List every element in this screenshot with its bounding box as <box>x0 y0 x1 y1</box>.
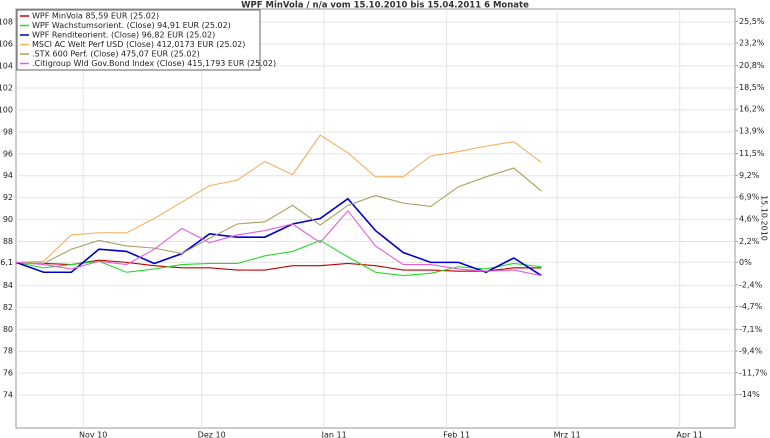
y2-tick-label: 4,6% <box>739 214 760 223</box>
x-tick-label: Dez 10 <box>198 431 226 438</box>
y2-tick-label: -9,4% <box>739 347 763 356</box>
y2-tick-label: -7,1% <box>739 325 763 334</box>
x-tick-label: Feb 11 <box>443 431 470 438</box>
y2-tick-label: 11,5% <box>739 149 765 158</box>
y-tick-label: 108 <box>0 18 13 27</box>
y2-tick-label: 23,2% <box>739 39 765 48</box>
y2-tick-label: -14% <box>739 390 760 399</box>
legend-label: MSCI AC Welt Perf USD (Close) 412,0173 E… <box>32 40 245 49</box>
y-tick-label: 106 <box>0 40 13 49</box>
legend-label: .STX 600 Perf. (Close) 475,07 EUR (25.02… <box>32 50 200 59</box>
y2-tick-label: 6,9% <box>739 193 760 202</box>
x-tick-label: Apr 11 <box>676 431 703 438</box>
legend-label: WPF MinVola 85,59 EUR (25.02) <box>32 12 159 21</box>
legend-label: .Citigroup Wld Gov.Bond Index (Close) 41… <box>32 59 276 68</box>
legend-label: WPF Wachstumsorient. (Close) 94,91 EUR (… <box>32 21 231 30</box>
y-tick-label: 104 <box>0 62 13 71</box>
y-tick-label: 102 <box>0 83 13 92</box>
y-tick-label: 74 <box>3 391 13 400</box>
y2-tick-label: 13,9% <box>739 126 765 135</box>
plot-area <box>15 8 736 429</box>
y2-tick-label: -2,4% <box>739 280 763 289</box>
y2-axis-label: 15.10.2010 <box>760 195 769 241</box>
series-line <box>15 134 542 263</box>
y-tick-label: 76 <box>3 369 13 378</box>
series-line <box>15 259 542 272</box>
y-tick-label: 98 <box>3 127 13 136</box>
y-tick-label: 82 <box>3 303 13 312</box>
y2-tick-label: 2,2% <box>739 237 760 246</box>
legend-label: WPF Renditeorient. (Close) 96,82 EUR (25… <box>32 31 215 40</box>
series-line <box>15 209 542 277</box>
x-tick-label: Nov 10 <box>79 431 107 438</box>
y2-tick-label: 0% <box>739 258 752 267</box>
y-tick-label: 86,1 <box>0 258 13 267</box>
y-tick-label: 92 <box>3 193 13 202</box>
y2-tick-label: 18,5% <box>739 83 765 92</box>
y-tick-label: 90 <box>3 215 13 224</box>
y-tick-label: 78 <box>3 347 13 356</box>
y2-tick-label: 25,5% <box>739 17 765 26</box>
y2-tick-label: 9,2% <box>739 171 760 180</box>
y-tick-label: 80 <box>3 325 13 334</box>
y-tick-label: 96 <box>3 149 13 158</box>
series-line <box>15 197 542 277</box>
chart-title: WPF MinVola / n/a vom 15.10.2010 bis 15.… <box>241 1 529 11</box>
y-tick-label: 100 <box>0 105 13 114</box>
y2-tick-label: -4,7% <box>739 302 763 311</box>
y-tick-label: 84 <box>3 281 13 290</box>
legend-box <box>16 9 261 71</box>
series-line <box>15 167 542 265</box>
y2-tick-label: -11,7% <box>739 368 768 377</box>
y-tick-label: 88 <box>3 237 13 246</box>
x-tick-label: Mrz 11 <box>554 431 581 438</box>
y2-tick-label: 20,8% <box>739 61 765 70</box>
y-tick-label: 94 <box>3 171 13 180</box>
x-tick-label: Jan 11 <box>321 431 347 438</box>
y2-tick-label: 16,2% <box>739 105 765 114</box>
